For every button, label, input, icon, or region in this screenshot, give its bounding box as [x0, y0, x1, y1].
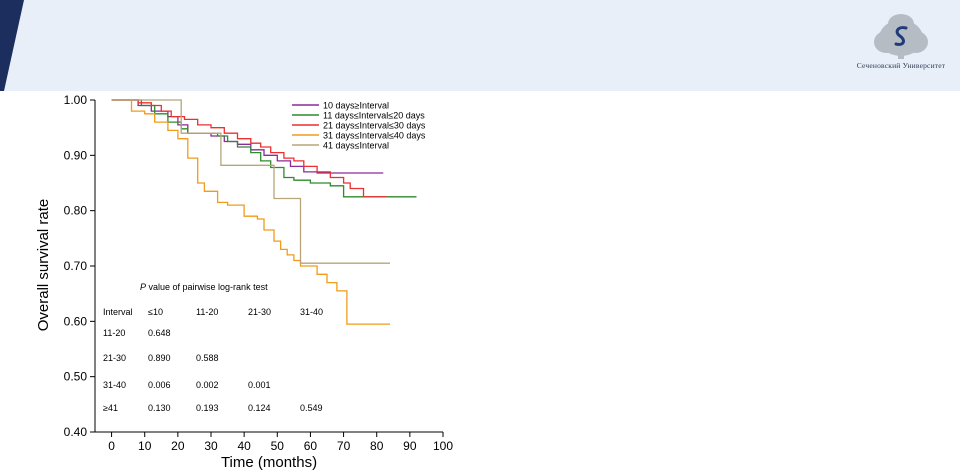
- y-tick-label: 0.40: [64, 425, 88, 439]
- table-cell: 0.193: [196, 403, 219, 413]
- y-tick-label: 0.80: [64, 204, 88, 218]
- y-axis-label: Overall survival rate: [35, 199, 52, 332]
- table-cell: 0.130: [148, 403, 171, 413]
- table-cell: 0.890: [148, 353, 171, 363]
- x-tick-label: 10: [138, 439, 152, 453]
- series-line-2: [111, 99, 417, 198]
- x-tick-label: 0: [108, 439, 115, 453]
- pvalue-title-italic: P: [140, 282, 146, 292]
- y-tick-label: 0.60: [64, 314, 88, 328]
- table-row-label: 31-40: [103, 380, 126, 390]
- x-tick-label: 50: [271, 439, 285, 453]
- x-tick-label: 60: [304, 439, 318, 453]
- table-cell: 0.588: [196, 353, 219, 363]
- header-stripe: [0, 0, 24, 91]
- pvalue-table: P value of pairwise log-rank test Interv…: [103, 282, 323, 413]
- legend-label-2: 11 days≤Interval≤20 days: [323, 111, 425, 121]
- table-cell: 0.648: [148, 328, 171, 338]
- series-line-5: [111, 99, 390, 264]
- legend-label-3: 21 days≤Interval≤30 days: [323, 121, 426, 131]
- y-tick-label: 0.70: [64, 259, 88, 273]
- table-cell: 0.001: [248, 380, 271, 390]
- x-tick-label: 90: [403, 439, 417, 453]
- legend-label-5: 41 days≤Interval: [323, 141, 389, 151]
- table-header-cell: 11-20: [196, 307, 218, 317]
- series-line-4: [111, 99, 390, 325]
- series-line-3: [111, 99, 387, 198]
- x-tick-label: 40: [237, 439, 251, 453]
- pvalue-table-title: P value of pairwise log-rank test: [140, 282, 268, 292]
- table-header-cell: 21-30: [248, 307, 271, 317]
- table-header-cell: Interval: [103, 307, 133, 317]
- tree-s-logo-icon: [874, 14, 928, 59]
- logo-text: Сеченовский Университет: [856, 61, 946, 70]
- x-tick-label: 80: [370, 439, 384, 453]
- table-header-cell: 31-40: [300, 307, 323, 317]
- x-tick-label: 100: [433, 439, 453, 453]
- table-row-label: ≥41: [103, 403, 118, 413]
- header-band: [0, 0, 960, 91]
- y-tick-label: 0.50: [64, 370, 88, 384]
- x-axis-label: Time (months): [221, 454, 317, 471]
- x-tick-label: 20: [171, 439, 185, 453]
- chart-axes: 0 10 20 30 40 50 60 70 80 90 100 1.00 0.90 0.80 0.70 0.…: [64, 93, 454, 453]
- x-tick-label: 70: [337, 439, 351, 453]
- series-layer: [111, 99, 417, 325]
- table-cell: 0.549: [300, 403, 323, 413]
- table-cell: 0.006: [148, 380, 171, 390]
- table-row-label: 11-20: [103, 328, 125, 338]
- legend-label-1: 10 days≥Interval: [323, 101, 389, 111]
- y-tick-label: 1.00: [64, 93, 88, 107]
- table-header-cell: ≤10: [148, 307, 163, 317]
- y-tick-label: 0.90: [64, 148, 88, 162]
- table-row-label: 21-30: [103, 353, 126, 363]
- pvalue-title-rest: value of pairwise log-rank test: [146, 282, 268, 292]
- table-cell: 0.002: [196, 380, 219, 390]
- x-tick-label: 30: [204, 439, 218, 453]
- table-cell: 0.124: [248, 403, 271, 413]
- legend-label-4: 31 days≤Interval≤40 days: [323, 131, 426, 141]
